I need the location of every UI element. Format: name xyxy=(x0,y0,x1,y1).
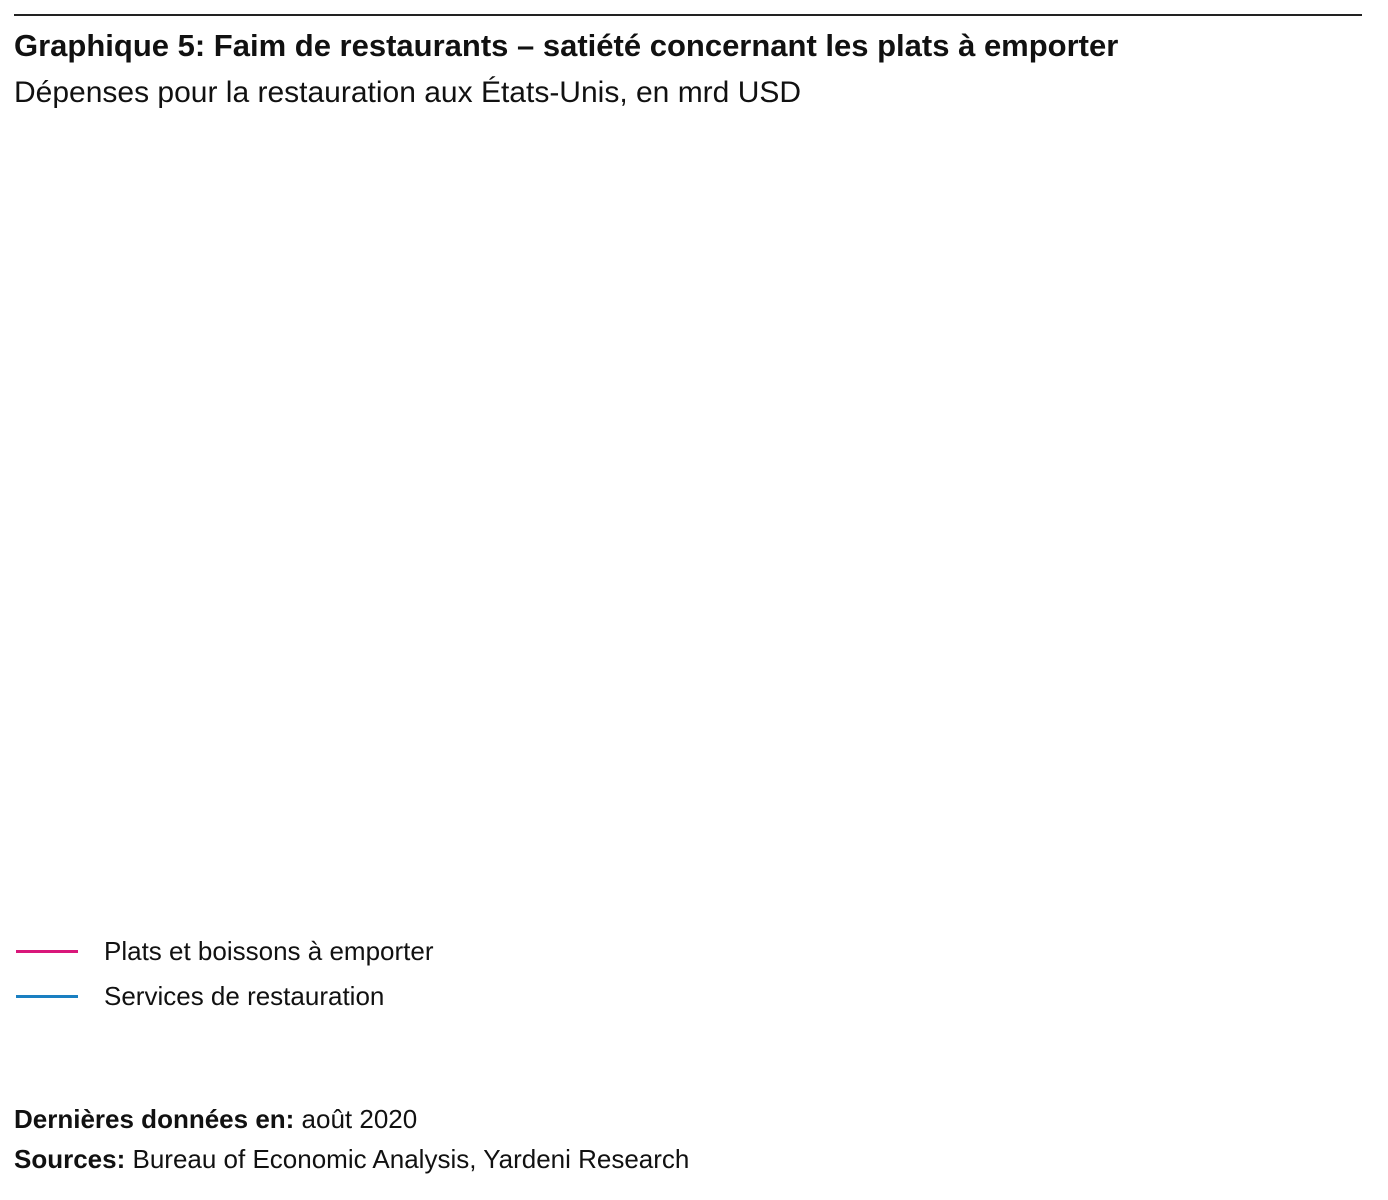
legend-item-takeaway: Plats et boissons à emporter xyxy=(16,936,434,967)
legend-item-restaurant: Services de restauration xyxy=(16,981,384,1012)
last-data-value: août 2020 xyxy=(294,1104,418,1134)
sources-label: Sources: xyxy=(14,1144,126,1174)
legend-label: Services de restauration xyxy=(104,981,385,1011)
top-rule xyxy=(14,14,1362,16)
legend-swatch-takeaway xyxy=(16,950,78,953)
legend-label: Plats et boissons à emporter xyxy=(104,936,434,966)
chart-subtitle: Dépenses pour la restauration aux États-… xyxy=(14,76,802,109)
sources-value: Bureau of Economic Analysis, Yardeni Res… xyxy=(125,1144,690,1174)
footer-last-data: Dernières données en: août 2020 xyxy=(14,1104,417,1135)
last-data-label: Dernières données en: xyxy=(14,1104,295,1134)
legend-swatch-restaurant xyxy=(16,995,78,998)
line-chart xyxy=(0,0,1388,900)
chart-title: Graphique 5: Faim de restaurants – satié… xyxy=(14,28,1119,63)
footer-sources: Sources: Bureau of Economic Analysis, Ya… xyxy=(14,1144,689,1175)
